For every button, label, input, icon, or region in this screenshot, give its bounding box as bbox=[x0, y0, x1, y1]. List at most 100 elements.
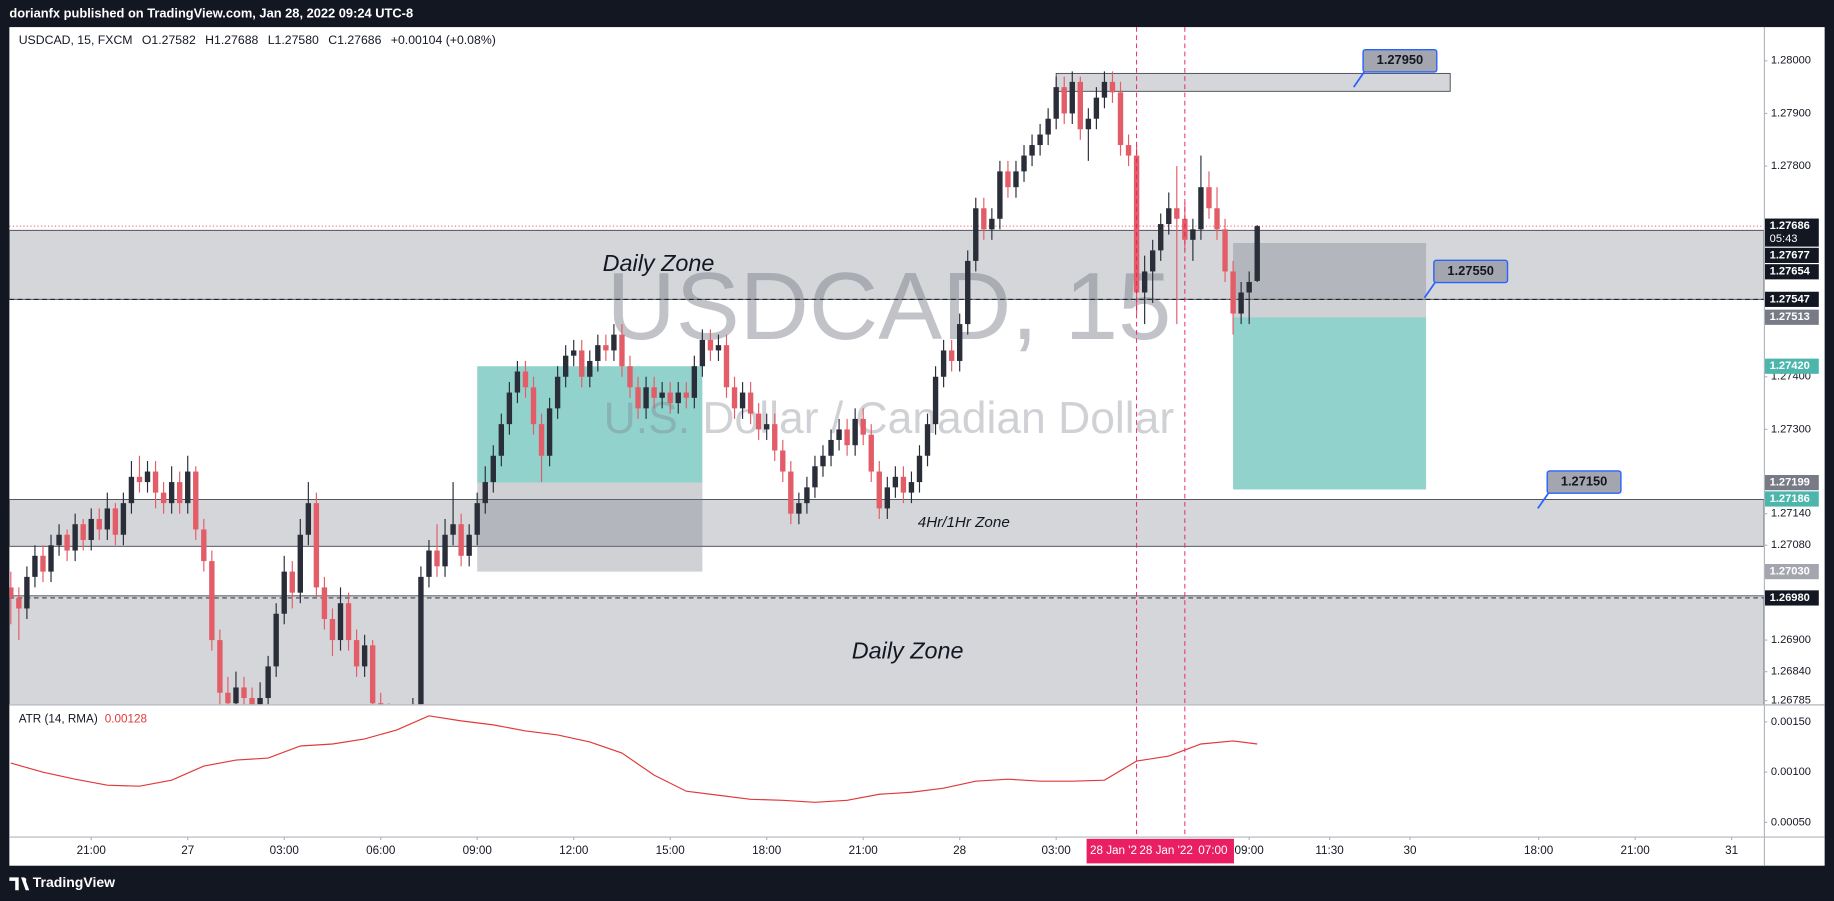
y-tick-label: 1.27140 bbox=[1771, 508, 1811, 520]
x-tick-label: 27 bbox=[181, 844, 194, 857]
candle-body bbox=[562, 355, 569, 377]
position-target bbox=[1233, 317, 1427, 490]
candle-body bbox=[418, 576, 424, 705]
candle-body bbox=[193, 471, 199, 530]
candle-body bbox=[981, 208, 987, 230]
candle-body bbox=[24, 576, 30, 609]
zone-label: 4Hr/1Hr Zone bbox=[918, 514, 1010, 531]
legend-item: O1.27582 bbox=[142, 33, 196, 47]
atr-value: 0.00128 bbox=[105, 713, 147, 726]
candle-body bbox=[249, 697, 255, 705]
zone-label: Daily Zone bbox=[603, 250, 715, 276]
candle-body bbox=[940, 350, 947, 377]
price-label: 1.27186 bbox=[1770, 493, 1810, 505]
candle-body bbox=[780, 450, 786, 472]
y-tick-label: 1.28000 bbox=[1771, 55, 1811, 67]
candle-body bbox=[868, 434, 874, 472]
candle-body bbox=[997, 171, 1003, 219]
candle-body bbox=[554, 376, 561, 409]
candle-body bbox=[1158, 224, 1164, 251]
candle-body bbox=[9, 587, 14, 598]
candle-body bbox=[522, 371, 529, 388]
candle-body bbox=[1085, 118, 1092, 130]
candle-body bbox=[498, 424, 505, 456]
watermark-sub: U.S. Dollar / Canadian Dollar bbox=[604, 394, 1175, 443]
price-label-bg bbox=[1764, 218, 1819, 247]
candle-body bbox=[1174, 208, 1180, 219]
price-label-bg bbox=[1764, 358, 1819, 374]
candle-body bbox=[281, 571, 287, 614]
y-tick-label: 1.26785 bbox=[1771, 695, 1811, 707]
candle-body bbox=[965, 260, 971, 325]
candle-body bbox=[474, 503, 480, 535]
candle-body bbox=[289, 571, 295, 593]
candle-body bbox=[973, 208, 979, 261]
y-tick-label: 1.27300 bbox=[1771, 423, 1811, 435]
candle-body bbox=[426, 550, 432, 577]
candle-body bbox=[884, 487, 891, 509]
candle-body bbox=[273, 613, 279, 667]
atr-y-tick-label: 0.00150 bbox=[1771, 716, 1811, 728]
candle-body bbox=[144, 471, 151, 483]
candle-body bbox=[675, 392, 681, 404]
y-tick-label: 1.27080 bbox=[1771, 539, 1811, 551]
candle-body bbox=[715, 345, 722, 351]
candle-body bbox=[1117, 92, 1124, 146]
time-badge-bg bbox=[1086, 838, 1234, 864]
price-label: 1.27513 bbox=[1770, 311, 1810, 323]
candle-body bbox=[1222, 229, 1228, 272]
price-label: 1.27677 bbox=[1770, 249, 1810, 261]
candle-body bbox=[201, 529, 207, 562]
candle-body bbox=[265, 666, 271, 698]
candle-body bbox=[321, 587, 328, 620]
y-tick-label: 1.26840 bbox=[1771, 666, 1811, 678]
time-badge: 07:00 bbox=[1198, 844, 1228, 857]
candle-body bbox=[1125, 145, 1132, 156]
candle-body bbox=[1005, 171, 1011, 188]
y-tick-label: 1.26900 bbox=[1771, 634, 1811, 646]
candle-body bbox=[1101, 81, 1108, 98]
x-tick-label: 21:00 bbox=[849, 844, 879, 857]
candle-body bbox=[1053, 87, 1059, 119]
candle-body bbox=[56, 534, 62, 546]
candle-body bbox=[571, 350, 577, 356]
callout-label: 1.27150 bbox=[1561, 473, 1607, 488]
callout-box bbox=[1433, 259, 1509, 284]
x-tick-label: 03:00 bbox=[270, 844, 300, 857]
candle-body bbox=[233, 687, 239, 704]
price-label-bg bbox=[1764, 291, 1819, 307]
candle-body bbox=[466, 534, 472, 556]
candle-body bbox=[619, 334, 625, 367]
candle-body bbox=[876, 471, 882, 509]
candle-body bbox=[924, 424, 931, 456]
candle-body bbox=[112, 508, 119, 535]
candle-body bbox=[538, 424, 545, 456]
zone-label: Daily Zone bbox=[852, 638, 964, 664]
legend-item: +0.00104 (+0.08%) bbox=[391, 33, 496, 47]
price-label-bg bbox=[1764, 264, 1819, 280]
candle-body bbox=[908, 482, 915, 493]
callout-pointer bbox=[1423, 282, 1436, 299]
candle-body bbox=[699, 339, 706, 367]
countdown: 05:43 bbox=[1770, 233, 1798, 245]
candle-body bbox=[313, 503, 320, 588]
callout-label: 1.27550 bbox=[1447, 263, 1493, 278]
price-label-bg bbox=[1764, 475, 1819, 491]
overlay: 1.280001.279001.278001.274001.273001.271… bbox=[19, 27, 1819, 864]
candle-body bbox=[579, 350, 585, 377]
x-tick-label: 31 bbox=[1725, 844, 1738, 857]
candle-body bbox=[530, 387, 537, 425]
candle-body bbox=[16, 597, 22, 609]
position-stop bbox=[477, 482, 703, 572]
x-tick-label: 28 bbox=[953, 844, 966, 857]
candle-body bbox=[345, 603, 352, 641]
x-tick-label: 18:00 bbox=[1524, 844, 1554, 857]
candle-body bbox=[603, 345, 609, 351]
legend: USDCAD, 15, FXCM O1.27582 H1.27688 L1.27580… bbox=[19, 33, 496, 47]
candle-body bbox=[844, 429, 850, 446]
candle-body bbox=[820, 455, 826, 467]
candle-body bbox=[691, 366, 698, 398]
candle-body bbox=[611, 334, 617, 351]
x-tick-label: 11:30 bbox=[1315, 844, 1344, 857]
candle-body bbox=[1246, 281, 1252, 293]
